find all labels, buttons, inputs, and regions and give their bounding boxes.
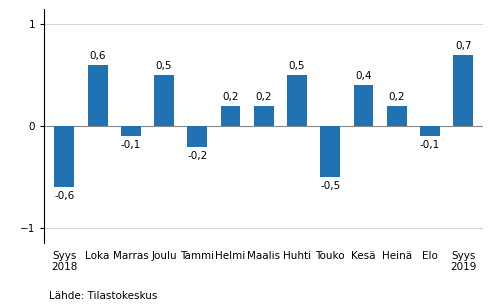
Text: -0,1: -0,1: [420, 140, 440, 150]
Text: -0,5: -0,5: [320, 181, 340, 191]
Bar: [54, 126, 74, 187]
Bar: [154, 75, 174, 126]
Text: -0,1: -0,1: [121, 140, 141, 150]
Bar: [254, 106, 274, 126]
Bar: [88, 65, 107, 126]
Bar: [387, 106, 407, 126]
Text: 0,6: 0,6: [89, 51, 106, 61]
Text: 0,2: 0,2: [222, 92, 239, 102]
Text: 0,7: 0,7: [455, 41, 471, 51]
Bar: [320, 126, 340, 177]
Text: 0,2: 0,2: [255, 92, 272, 102]
Text: -0,6: -0,6: [54, 191, 74, 201]
Bar: [453, 55, 473, 126]
Text: Lähde: Tilastokeskus: Lähde: Tilastokeskus: [49, 291, 158, 301]
Bar: [121, 126, 141, 136]
Bar: [287, 75, 307, 126]
Bar: [420, 126, 440, 136]
Text: 0,2: 0,2: [388, 92, 405, 102]
Text: 0,4: 0,4: [355, 71, 372, 81]
Bar: [187, 126, 207, 147]
Text: 0,5: 0,5: [156, 61, 172, 71]
Text: 0,5: 0,5: [289, 61, 305, 71]
Bar: [220, 106, 241, 126]
Bar: [353, 85, 374, 126]
Text: -0,2: -0,2: [187, 150, 208, 161]
